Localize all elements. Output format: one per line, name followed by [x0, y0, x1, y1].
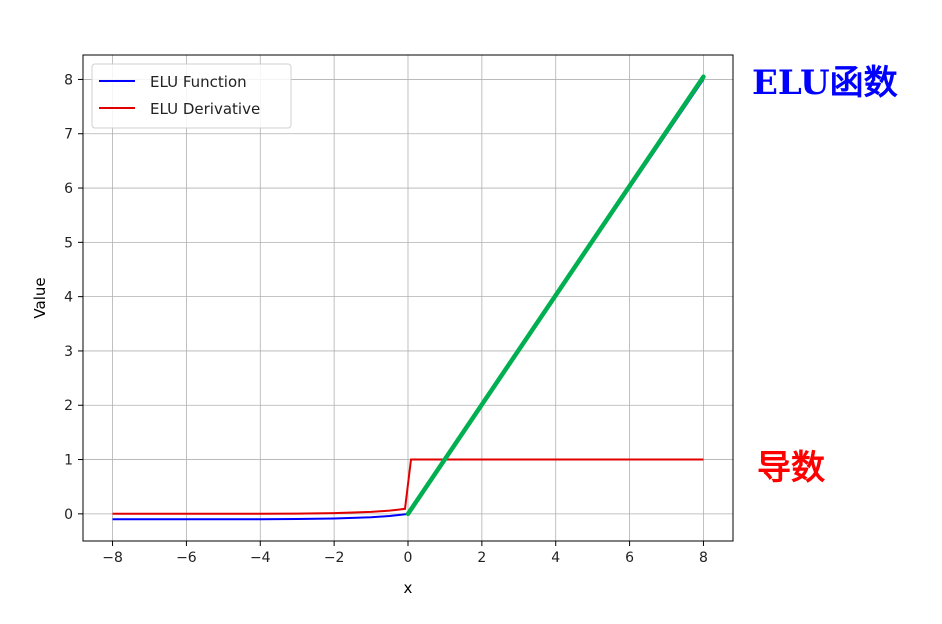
y-tick-label: 0	[64, 507, 73, 523]
y-tick-label: 3	[64, 344, 73, 360]
legend-box	[91, 63, 292, 129]
x-tick-label: 4	[551, 550, 560, 566]
series-lines	[112, 74, 706, 521]
ticks: −8 −6 −4 −2 0 2 4 6 8 0 1 2 3 4 5 6 7 8	[64, 72, 708, 566]
x-tick-label: 2	[477, 550, 486, 566]
y-tick-label: 7	[64, 127, 73, 143]
y-tick-label: 8	[64, 72, 73, 88]
x-tick-label: −8	[102, 550, 123, 566]
y-axis-label: Value	[31, 277, 49, 318]
highlight-line-positive-part	[405, 74, 706, 517]
y-tick-label: 6	[64, 181, 73, 197]
x-tick-label: 8	[699, 550, 708, 566]
x-tick-label: −4	[250, 550, 271, 566]
grid	[83, 55, 733, 541]
legend-label-elu-function: ELU Function	[150, 73, 247, 91]
annotation-elu-function: ELU函数	[752, 63, 898, 103]
x-tick-label: 0	[404, 550, 413, 566]
annotation-derivative: 导数	[757, 448, 825, 488]
y-tick-label: 1	[64, 453, 73, 469]
legend-label-elu-derivative: ELU Derivative	[150, 100, 260, 118]
series-line-elu-derivative	[112, 458, 704, 515]
y-tick-label: 5	[64, 235, 73, 251]
x-axis-label: x	[404, 579, 413, 597]
legend: ELU Function ELU Derivative	[91, 63, 292, 129]
x-tick-label: 6	[625, 550, 634, 566]
x-tick-label: −2	[324, 550, 345, 566]
y-tick-label: 2	[64, 398, 73, 414]
y-tick-label: 4	[64, 290, 73, 306]
x-tick-label: −6	[176, 550, 197, 566]
